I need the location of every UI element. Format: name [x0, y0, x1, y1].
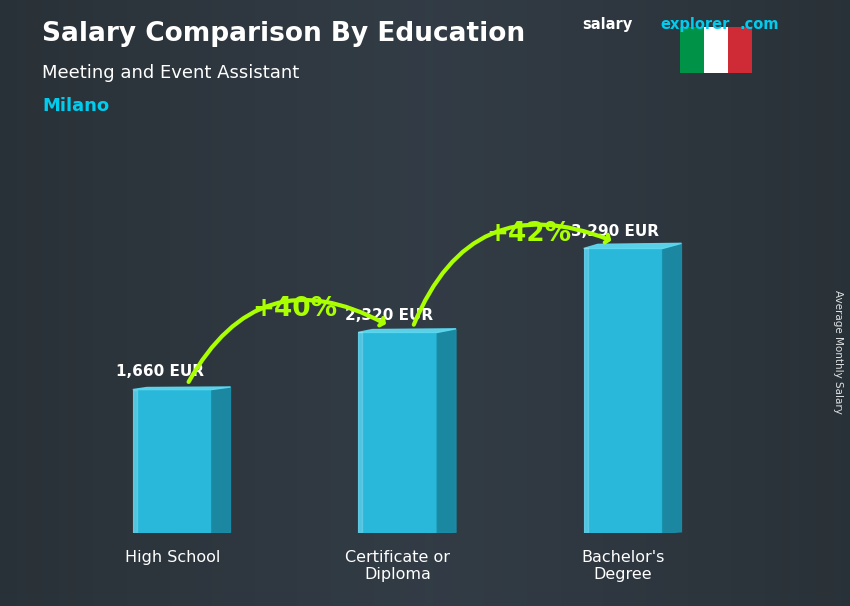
Text: +42%: +42%: [487, 221, 572, 247]
Polygon shape: [133, 387, 230, 390]
Text: .com: .com: [740, 17, 779, 32]
Polygon shape: [212, 387, 230, 533]
Bar: [680, 27, 704, 73]
Text: 3,290 EUR: 3,290 EUR: [570, 224, 659, 239]
Text: 1,660 EUR: 1,660 EUR: [116, 364, 204, 379]
Text: salary: salary: [582, 17, 632, 32]
Text: +40%: +40%: [252, 296, 337, 322]
Bar: [133, 390, 212, 533]
Bar: [704, 27, 728, 73]
Bar: [728, 27, 752, 73]
Polygon shape: [584, 244, 682, 248]
Text: 2,320 EUR: 2,320 EUR: [345, 308, 434, 323]
Bar: [584, 248, 663, 533]
Polygon shape: [584, 248, 588, 533]
Polygon shape: [663, 244, 682, 533]
Polygon shape: [133, 390, 137, 533]
Text: Meeting and Event Assistant: Meeting and Event Assistant: [42, 64, 300, 82]
Polygon shape: [358, 329, 456, 333]
Text: Average Monthly Salary: Average Monthly Salary: [833, 290, 843, 413]
Text: explorer: explorer: [660, 17, 730, 32]
Text: Salary Comparison By Education: Salary Comparison By Education: [42, 21, 525, 47]
Polygon shape: [437, 329, 456, 533]
Text: Milano: Milano: [42, 97, 110, 115]
Bar: [358, 333, 437, 533]
Polygon shape: [358, 333, 362, 533]
